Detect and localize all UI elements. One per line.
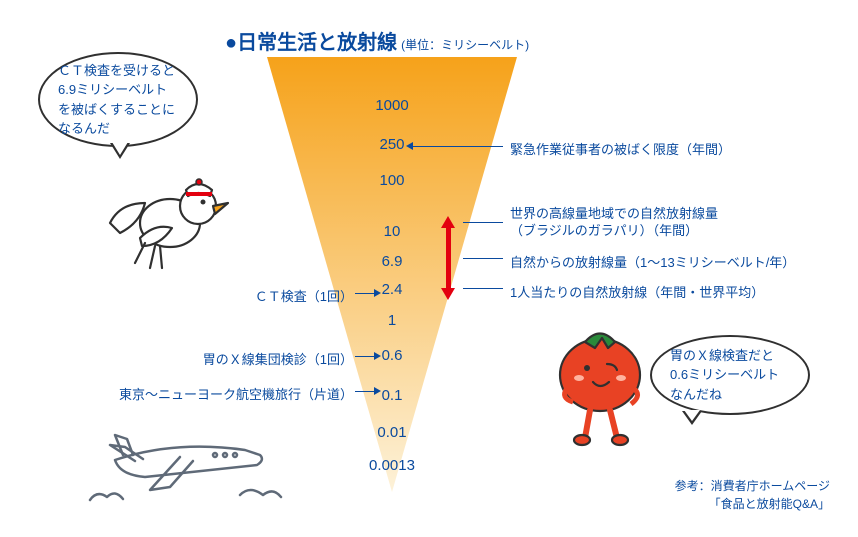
left-arrow-line xyxy=(355,293,375,294)
right-arrow-line xyxy=(463,288,503,289)
tomato-speech-text: 胃のＸ線検査だと0.6ミリシーベルトなんだね xyxy=(670,346,790,405)
title-main: 日常生活と放射線 xyxy=(237,32,397,54)
right-item-average: 1人当たりの自然放射線（年間・世界平均） xyxy=(510,282,764,301)
source-line2: 「食品と放射能Q&A」 xyxy=(675,495,830,513)
source-line1: 参考：消費者庁ホームページ xyxy=(675,477,830,495)
right-item-emergency: 緊急作業従事者の被ばく限度（年間） xyxy=(510,139,731,158)
left-arrow-head xyxy=(374,289,381,297)
scale-value: 1 xyxy=(388,312,396,329)
speech-tail xyxy=(110,143,130,159)
red-range-arrow xyxy=(446,226,451,290)
title-bullet: ● xyxy=(225,32,237,54)
scale-value: 1000 xyxy=(375,97,408,114)
tomato-character-icon xyxy=(545,320,655,450)
left-arrow-line xyxy=(355,391,375,392)
bird-character-icon xyxy=(100,168,230,278)
left-arrow-head xyxy=(374,387,381,395)
chart-title: ●日常生活と放射線 (単位：ミリシーベルト) xyxy=(225,26,529,55)
airplane-icon xyxy=(85,405,285,515)
left-arrow-head xyxy=(374,352,381,360)
title-unit: (単位：ミリシーベルト) xyxy=(401,38,529,52)
infographic-stage: ●日常生活と放射線 (単位：ミリシーベルト) 1000 250 100 10 6.… xyxy=(0,0,858,537)
scale-value: 10 xyxy=(384,223,401,240)
scale-value: 250 xyxy=(379,136,404,153)
left-arrow-line xyxy=(355,356,375,357)
tomato-speech-bubble: 胃のＸ線検査だと0.6ミリシーベルトなんだね xyxy=(650,335,810,415)
bird-speech-text: ＣＴ検査を受けると6.9ミリシーベルトを被ばくすることになるんだ xyxy=(58,61,178,139)
right-item-brazil: 世界の高線量地域での自然放射線量 （ブラジルのガラパリ）（年間） xyxy=(510,206,718,240)
right-arrow-line xyxy=(463,258,503,259)
scale-value: 6.9 xyxy=(382,253,403,270)
left-item-flight: 東京～ニューヨーク航空機旅行（片道） xyxy=(119,384,353,403)
right-arrow-line xyxy=(413,146,503,147)
scale-value: 0.0013 xyxy=(369,457,415,474)
source-citation: 参考：消費者庁ホームページ 「食品と放射能Q&A」 xyxy=(675,477,830,513)
scale-value: 0.1 xyxy=(382,387,403,404)
scale-value: 2.4 xyxy=(382,281,403,298)
scale-value: 0.6 xyxy=(382,347,403,364)
right-arrow-head xyxy=(406,142,413,150)
speech-tail xyxy=(682,411,702,425)
right-item-natural: 自然からの放射線量（1～13ミリシーベルト/年） xyxy=(510,252,795,271)
left-item-ct: ＣＴ検査（1回） xyxy=(255,286,353,305)
scale-value: 100 xyxy=(379,172,404,189)
right-arrow-line xyxy=(463,222,503,223)
left-item-xray: 胃のＸ線集団検診（1回） xyxy=(203,349,353,368)
scale-value: 0.01 xyxy=(377,424,406,441)
bird-speech-bubble: ＣＴ検査を受けると6.9ミリシーベルトを被ばくすることになるんだ xyxy=(38,52,198,147)
